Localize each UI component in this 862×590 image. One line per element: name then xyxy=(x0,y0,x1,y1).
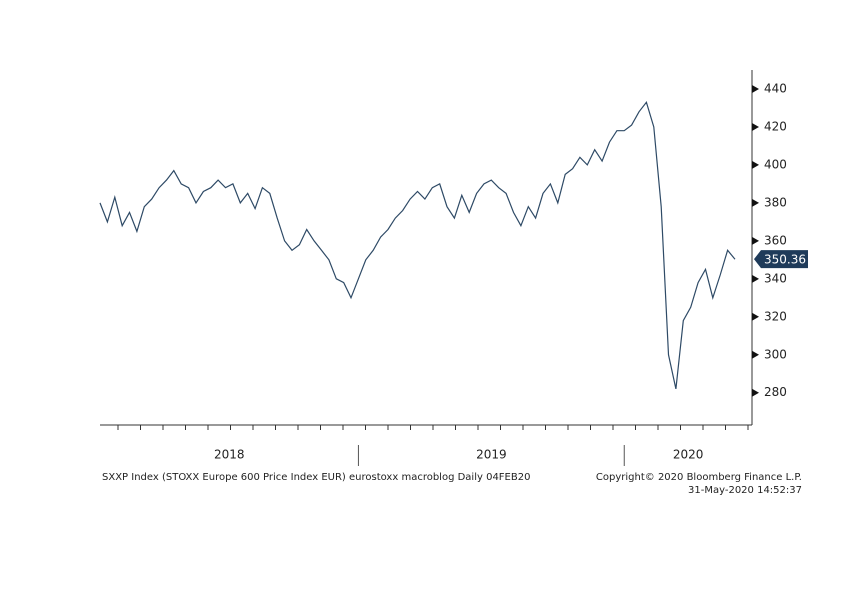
price-line xyxy=(99,101,736,390)
y-tick-mark xyxy=(752,122,759,131)
y-tick-mark xyxy=(752,84,759,93)
y-tick-label: 320 xyxy=(764,309,787,323)
y-tick-mark xyxy=(752,198,759,207)
y-tick-label: 360 xyxy=(764,233,787,247)
y-tick-label: 340 xyxy=(764,271,787,285)
y-tick-label: 420 xyxy=(764,119,787,133)
y-tick-mark xyxy=(752,388,759,397)
y-tick-mark xyxy=(752,160,759,169)
y-tick-mark xyxy=(752,312,759,321)
x-tick-label: 2018 xyxy=(214,448,245,462)
y-tick-label: 400 xyxy=(764,157,787,171)
x-tick-label: 2020 xyxy=(673,448,704,462)
source-note: SXXP Index (STOXX Europe 600 Price Index… xyxy=(102,472,530,483)
copyright: Copyright© 2020 Bloomberg Finance L.P. xyxy=(596,472,802,483)
last-value-flag xyxy=(754,250,808,269)
y-tick-label: 280 xyxy=(764,385,787,399)
x-tick-label: 2019 xyxy=(476,448,507,462)
y-tick-mark xyxy=(752,350,759,359)
y-tick-label: 380 xyxy=(764,195,787,209)
y-tick-label: 440 xyxy=(764,81,787,95)
last-value-label: 350.36 xyxy=(764,253,806,267)
y-tick-mark xyxy=(752,274,759,283)
y-tick-mark xyxy=(752,236,759,245)
y-tick-label: 300 xyxy=(764,347,787,361)
timestamp: 31-May-2020 14:52:37 xyxy=(688,485,802,496)
